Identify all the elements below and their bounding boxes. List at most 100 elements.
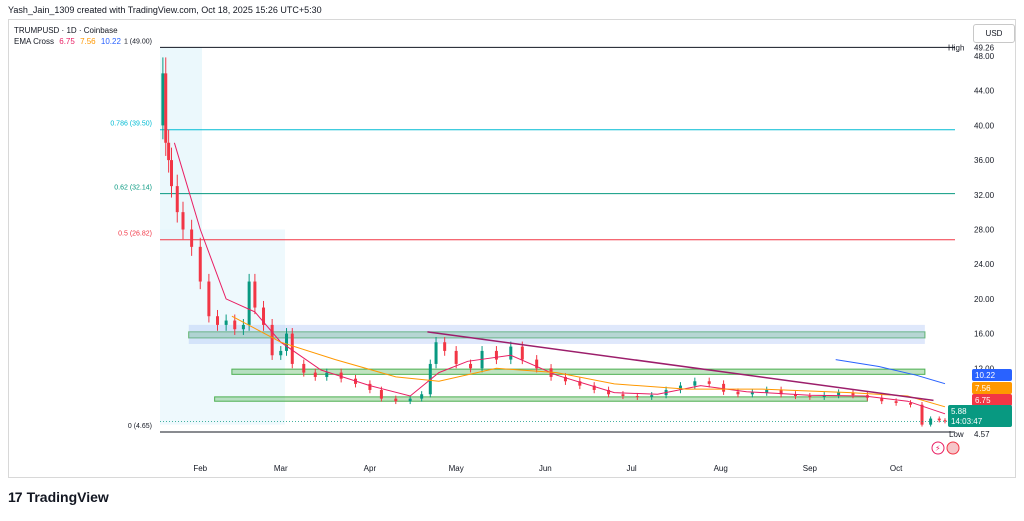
candle-body: [937, 418, 941, 421]
y-tick-label: 16.00: [974, 330, 995, 339]
y-tick-label: 24.00: [974, 260, 995, 269]
candle-body: [509, 346, 513, 360]
fib-level-label: 0.62 (32.14): [114, 185, 152, 192]
x-tick-label: Oct: [890, 464, 903, 473]
x-tick-label: Feb: [193, 464, 207, 473]
x-tick-label: Sep: [803, 464, 818, 473]
chart-frame: [8, 19, 1016, 478]
fib-level-label: 0.5 (26.82): [118, 231, 152, 238]
y-tick-label: 12.00: [974, 364, 995, 373]
candle-body: [216, 316, 220, 325]
symbol-title[interactable]: TRUMPUSD · 1D · Coinbase: [14, 26, 118, 35]
support-zone: [231, 368, 926, 375]
news-bolt-icon: [931, 441, 945, 455]
last-price-tag: [948, 405, 1012, 427]
x-tick-label: Aug: [714, 464, 728, 473]
price-tag-text: 6.75: [975, 396, 991, 405]
candle-body: [175, 186, 179, 213]
candle-body: [454, 350, 458, 364]
candle-body: [339, 372, 343, 379]
candle-body: [198, 246, 202, 282]
candle-body: [443, 342, 447, 351]
candle-body: [908, 402, 912, 405]
candle-body: [161, 73, 165, 126]
watermark-creator: Yash_Jain_1309 created with TradingView.…: [8, 5, 322, 15]
news-bolt-glyph: ⚡: [935, 444, 941, 453]
candle-body: [750, 392, 754, 395]
candle-body: [167, 142, 171, 161]
countdown-text: 14:03:47: [951, 417, 983, 426]
y-tick-label: 40.00: [974, 121, 995, 130]
candle-body: [190, 229, 194, 247]
ema-slow-value: 10.22: [100, 37, 121, 46]
fib-level-label: 0 (4.65): [128, 423, 152, 430]
symbol-legend: TRUMPUSD · 1D · Coinbase EMA Cross 6.75 …: [14, 25, 121, 47]
volume-profile-area: [160, 229, 285, 425]
candle-body: [520, 346, 524, 360]
fib-level-label: 1 (49.00): [124, 38, 152, 45]
y-tick-label: 36.00: [974, 156, 995, 165]
candle-body: [808, 396, 812, 398]
y-tick-label: 20.00: [974, 295, 995, 304]
candle-body: [894, 401, 898, 403]
y-tick-label: 32.00: [974, 191, 995, 200]
candle-body: [494, 350, 498, 360]
candle-body: [736, 391, 740, 395]
candle-body: [164, 73, 168, 143]
y-tick-label: 44.00: [974, 87, 995, 96]
candle-body: [943, 420, 947, 422]
candle-body: [563, 376, 567, 382]
candle-body: [779, 389, 783, 395]
candle-body: [851, 392, 855, 396]
tv-logo-icon: 17: [8, 489, 23, 505]
candle-body: [592, 385, 596, 390]
fib-level-label: 0.786 (39.50): [110, 121, 152, 128]
last-price-text: 5.88: [951, 407, 967, 416]
candle-body: [290, 333, 294, 364]
ema-label: EMA Cross: [14, 37, 55, 46]
candle-body: [170, 160, 174, 187]
candle-body: [253, 281, 257, 308]
candle-body: [379, 389, 383, 399]
candle-body: [693, 381, 697, 386]
x-tick-label: Mar: [274, 464, 288, 473]
price-tag: [972, 382, 1012, 394]
candle-body: [822, 395, 826, 397]
y-tick-label: 48.00: [974, 52, 995, 61]
candle-body: [270, 324, 274, 356]
candle-body: [262, 307, 266, 325]
candle-body: [279, 350, 283, 356]
resistance-trendline: [427, 331, 934, 402]
low-label: Low: [949, 430, 964, 439]
candle-body: [420, 394, 424, 399]
support-zone: [188, 331, 926, 339]
candle-body: [920, 404, 924, 425]
candle-body: [285, 333, 289, 351]
tradingview-brand[interactable]: 17 TradingView: [8, 489, 109, 505]
candle-body: [707, 381, 711, 384]
low-value: 4.57: [974, 430, 990, 439]
candle-body: [880, 397, 884, 402]
x-tick-label: Apr: [364, 464, 377, 473]
price-tag: [972, 369, 1012, 381]
x-tick-label: Jul: [626, 464, 636, 473]
candle-body: [765, 389, 769, 393]
candle-body: [368, 383, 372, 390]
support-zone: [214, 396, 868, 402]
candle-body: [247, 281, 251, 325]
candle-body: [635, 396, 639, 398]
candle-body: [722, 383, 726, 392]
candle-body: [535, 359, 539, 369]
resistance-band: [188, 324, 925, 344]
candle-body: [325, 372, 329, 377]
high-label: High: [948, 43, 964, 52]
ema-line: [231, 315, 946, 408]
currency-button[interactable]: USD: [973, 24, 1015, 43]
ema-line: [835, 359, 946, 385]
price-tag: [972, 394, 1012, 406]
candle-body: [394, 398, 398, 402]
y-tick-label: 28.00: [974, 225, 995, 234]
ema-legend[interactable]: EMA Cross 6.75 7.56 10.22: [14, 36, 121, 47]
price-tag-text: 7.56: [975, 384, 991, 393]
